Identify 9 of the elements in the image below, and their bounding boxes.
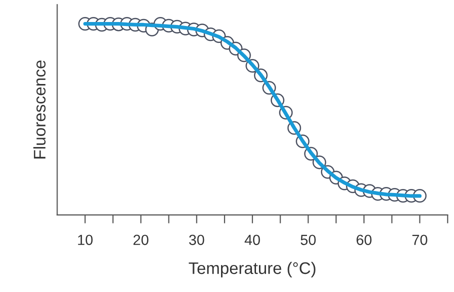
x-tick-label: 10: [78, 234, 93, 246]
x-tick-label: 70: [412, 234, 428, 246]
x-tick-label: 60: [356, 234, 372, 246]
x-axis-title: Temperature (°C): [188, 262, 316, 278]
y-axis-title: Fluorescence: [33, 60, 46, 158]
x-tick-label: 40: [244, 234, 260, 246]
x-tick-label: 50: [300, 234, 316, 246]
x-tick-label: 20: [133, 234, 148, 246]
x-tick-label: 30: [189, 234, 204, 246]
